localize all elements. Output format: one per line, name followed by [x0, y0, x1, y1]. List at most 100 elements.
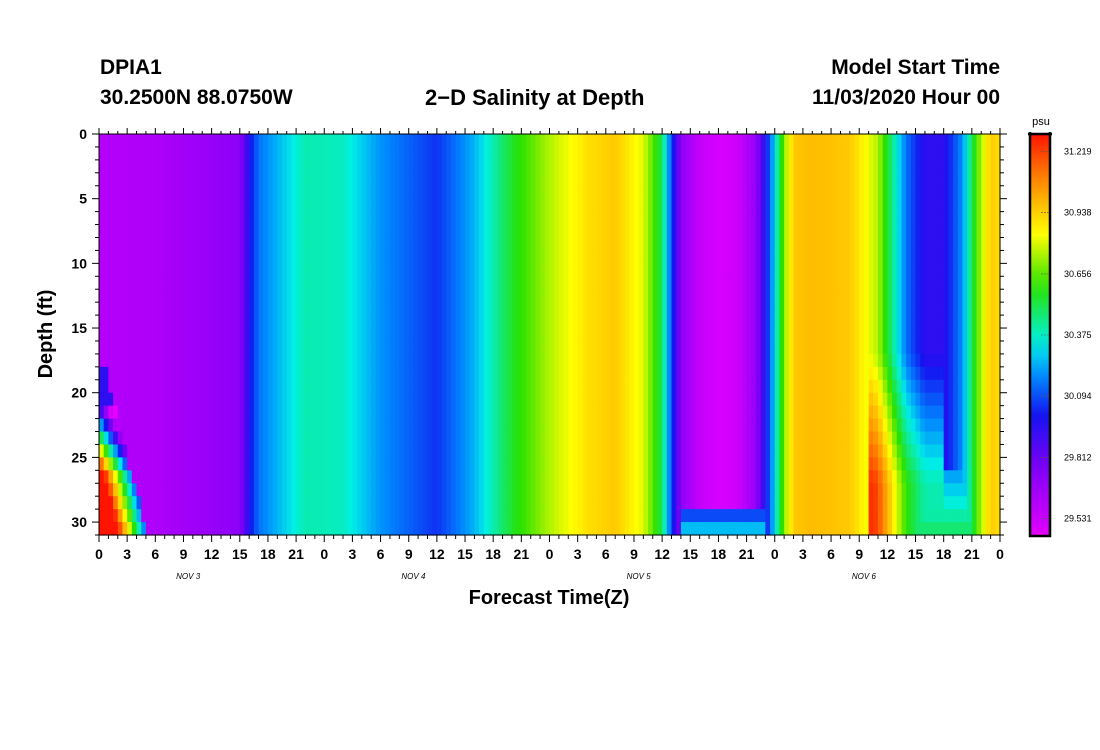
heat-cell: [352, 237, 358, 252]
heat-cell: [197, 185, 203, 200]
heat-cell: [272, 185, 278, 200]
heat-cell: [474, 470, 480, 484]
heat-cell: [131, 379, 138, 394]
heat-cell: [333, 134, 339, 148]
heat-cell: [272, 444, 278, 458]
heat-cell: [221, 522, 227, 536]
heat-cell: [596, 470, 602, 484]
heat-cell: [399, 250, 405, 264]
heat-cell: [615, 289, 621, 303]
heat-cell: [328, 328, 335, 342]
heat-cell: [774, 172, 781, 187]
heat-cell: [371, 315, 377, 329]
heat-cell: [441, 444, 447, 458]
heat-cell: [418, 353, 424, 368]
heat-cell: [788, 134, 795, 148]
heat-cell: [488, 146, 494, 161]
heat-cell: [699, 198, 705, 213]
heat-cell: [802, 276, 809, 290]
heat-cell: [450, 250, 457, 264]
heat-cell: [164, 289, 170, 303]
heat-cell: [164, 328, 170, 342]
heat-cell: [375, 444, 382, 458]
heat-cell: [798, 366, 804, 381]
heat-cell: [366, 392, 372, 407]
heat-cell: [563, 198, 569, 213]
heat-cell: [267, 392, 274, 407]
heat-cell: [197, 315, 203, 329]
heat-cell: [324, 263, 330, 277]
heat-cell: [793, 276, 799, 290]
heat-cell: [765, 328, 771, 342]
heat-cell: [643, 405, 649, 420]
heat-cell: [554, 185, 560, 200]
heat-cell: [558, 172, 565, 187]
heat-cell: [413, 276, 419, 290]
heat-cell: [244, 509, 250, 523]
heat-cell: [549, 340, 555, 355]
heat-cell: [150, 302, 156, 316]
heat-cell: [385, 198, 391, 213]
heat-cell: [446, 522, 452, 536]
heat-cell: [657, 522, 663, 536]
heat-cell: [488, 353, 494, 368]
heat-cell: [188, 276, 194, 290]
heat-cell: [816, 405, 823, 420]
heat-cell: [117, 483, 124, 497]
heat-cell: [540, 159, 546, 174]
heat-cell: [826, 431, 832, 446]
heat-cell: [779, 315, 785, 329]
heat-cell: [807, 353, 813, 368]
heat-cell: [221, 418, 227, 433]
heat-cell: [685, 302, 691, 316]
heat-cell: [272, 418, 278, 433]
heat-cell: [235, 159, 241, 174]
heat-cell: [267, 366, 274, 381]
heat-cell: [535, 263, 541, 277]
heat-cell: [699, 263, 705, 277]
heat-cell: [751, 444, 757, 458]
heat-cell: [624, 224, 630, 239]
heat-cell: [366, 483, 372, 497]
heat-cell: [263, 237, 269, 252]
heat-cell: [225, 431, 231, 446]
heat-cell: [821, 328, 827, 342]
heat-cell: [582, 315, 588, 329]
heat-cell: [615, 250, 621, 264]
heat-cell: [685, 457, 691, 471]
heat-cell: [300, 392, 307, 407]
heat-cell: [502, 224, 508, 239]
heat-cell: [624, 444, 630, 458]
heat-cell: [183, 134, 189, 148]
heat-cell: [108, 328, 114, 342]
heat-cell: [723, 289, 729, 303]
heat-cell: [291, 353, 297, 368]
heat-cell: [558, 509, 565, 523]
heat-cell: [296, 522, 302, 536]
heat-cell: [732, 185, 738, 200]
heat-cell: [629, 276, 635, 290]
heat-cell: [221, 431, 227, 446]
heat-cell: [718, 340, 724, 355]
heat-cell: [249, 302, 255, 316]
heat-cell: [605, 224, 612, 239]
heat-cell: [328, 457, 335, 471]
heat-cell: [202, 172, 208, 187]
heat-cell: [694, 457, 701, 471]
heat-cell: [540, 198, 546, 213]
heat-cell: [127, 328, 133, 342]
heat-cell: [150, 405, 156, 420]
heat-cell: [160, 315, 166, 329]
heat-cell: [394, 483, 400, 497]
heat-cell: [389, 418, 396, 433]
heat-cell: [155, 457, 161, 471]
heat-cell: [375, 522, 382, 536]
heat-cell: [239, 509, 246, 523]
heat-cell: [99, 457, 105, 471]
heat-cell: [328, 211, 335, 226]
heat-cell: [310, 276, 316, 290]
heat-cell: [357, 496, 363, 510]
heat-cell: [676, 185, 682, 200]
heat-cell: [587, 302, 593, 316]
